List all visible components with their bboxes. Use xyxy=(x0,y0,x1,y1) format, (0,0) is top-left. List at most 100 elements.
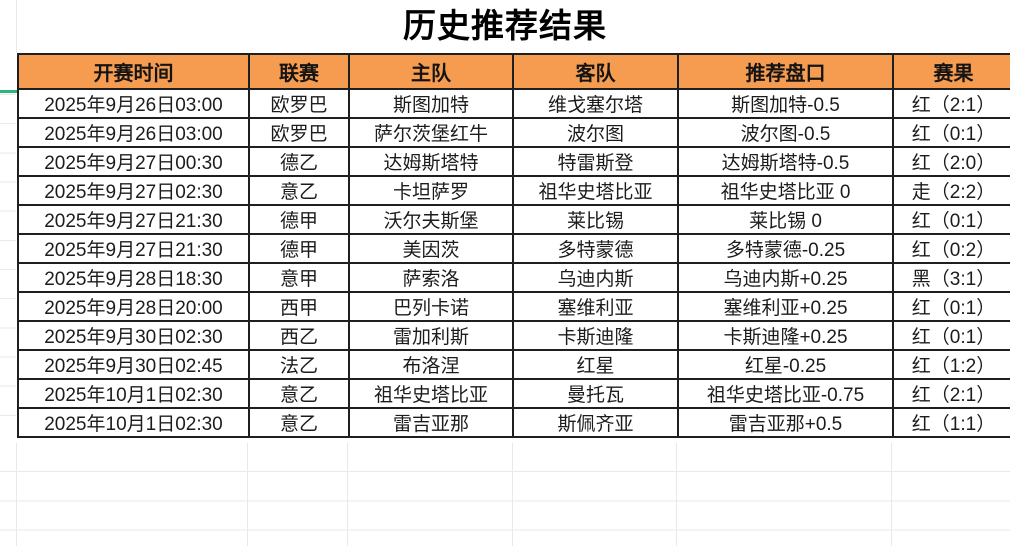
cell-kickoff-time[interactable]: 2025年9月26日03:00 xyxy=(17,117,250,148)
cell-handicap[interactable]: 祖华史塔比亚 0 xyxy=(677,175,894,206)
cell-away-team[interactable]: 卡斯迪隆 xyxy=(512,320,679,351)
cell-league[interactable]: 意乙 xyxy=(248,175,350,206)
cell-away-team[interactable]: 波尔图 xyxy=(512,117,679,148)
cell-home-team[interactable]: 萨尔茨堡红牛 xyxy=(348,117,514,148)
cell-away-team[interactable]: 乌迪内斯 xyxy=(512,262,679,293)
cell-home-team[interactable]: 巴列卡诺 xyxy=(348,291,514,322)
cell-kickoff-time[interactable]: 2025年9月27日00:30 xyxy=(17,146,250,177)
col-header-kickoff-time[interactable]: 开赛时间 xyxy=(17,53,250,90)
cell-kickoff-time[interactable]: 2025年9月28日20:00 xyxy=(17,291,250,322)
cell-kickoff-time[interactable]: 2025年10月1日02:30 xyxy=(17,407,250,438)
cell-result[interactable]: 红（0:1） xyxy=(892,117,1010,148)
cell-handicap[interactable]: 塞维利亚+0.25 xyxy=(677,291,894,322)
cell-league[interactable]: 德甲 xyxy=(248,233,350,264)
cell-league[interactable]: 意乙 xyxy=(248,378,350,409)
table-row: 2025年9月26日03:00 欧罗巴 萨尔茨堡红牛 波尔图 波尔图-0.5 红… xyxy=(17,117,1010,148)
header-row: 开赛时间 联赛 主队 客队 推荐盘口 赛果 xyxy=(17,53,1010,90)
table-row: 2025年9月28日18:30 意甲 萨索洛 乌迪内斯 乌迪内斯+0.25 黑（… xyxy=(17,262,1010,293)
cell-league[interactable]: 欧罗巴 xyxy=(248,117,350,148)
cell-handicap[interactable]: 红星-0.25 xyxy=(677,349,894,380)
cell-home-team[interactable]: 卡坦萨罗 xyxy=(348,175,514,206)
cell-home-team[interactable]: 斯图加特 xyxy=(348,88,514,119)
cell-result[interactable]: 红（2:0） xyxy=(892,146,1010,177)
grid-line xyxy=(347,443,348,546)
table-row: 2025年9月30日02:45 法乙 布洛涅 红星 红星-0.25 红（1:2） xyxy=(17,349,1010,380)
cell-away-team[interactable]: 维戈塞尔塔 xyxy=(512,88,679,119)
table-row: 2025年10月1日02:30 意乙 祖华史塔比亚 曼托瓦 祖华史塔比亚-0.7… xyxy=(17,378,1010,409)
cell-away-team[interactable]: 多特蒙德 xyxy=(512,233,679,264)
cell-home-team[interactable]: 萨索洛 xyxy=(348,262,514,293)
col-header-away-team[interactable]: 客队 xyxy=(512,53,679,90)
cell-handicap[interactable]: 波尔图-0.5 xyxy=(677,117,894,148)
cell-home-team[interactable]: 美因茨 xyxy=(348,233,514,264)
cell-away-team[interactable]: 特雷斯登 xyxy=(512,146,679,177)
cell-league[interactable]: 德甲 xyxy=(248,204,350,235)
selection-indicator xyxy=(0,90,17,93)
grid-lines-left xyxy=(0,94,16,444)
cell-away-team[interactable]: 斯佩齐亚 xyxy=(512,407,679,438)
cell-result[interactable]: 红（0:2） xyxy=(892,233,1010,264)
cell-kickoff-time[interactable]: 2025年9月30日02:30 xyxy=(17,320,250,351)
grid-line xyxy=(247,443,248,546)
grid-line xyxy=(16,0,17,53)
cell-handicap[interactable]: 雷吉亚那+0.5 xyxy=(677,407,894,438)
cell-result[interactable]: 红（2:1） xyxy=(892,88,1010,119)
cell-handicap[interactable]: 莱比锡 0 xyxy=(677,204,894,235)
table-row: 2025年9月27日00:30 德乙 达姆斯塔特 特雷斯登 达姆斯塔特-0.5 … xyxy=(17,146,1010,177)
cell-result[interactable]: 红（1:2） xyxy=(892,349,1010,380)
table-row: 2025年9月27日02:30 意乙 卡坦萨罗 祖华史塔比亚 祖华史塔比亚 0 … xyxy=(17,175,1010,206)
col-header-home-team[interactable]: 主队 xyxy=(348,53,514,90)
cell-handicap[interactable]: 祖华史塔比亚-0.75 xyxy=(677,378,894,409)
cell-away-team[interactable]: 红星 xyxy=(512,349,679,380)
cell-result[interactable]: 红（0:1） xyxy=(892,204,1010,235)
cell-result[interactable]: 红（2:1） xyxy=(892,378,1010,409)
cell-kickoff-time[interactable]: 2025年9月27日21:30 xyxy=(17,233,250,264)
cell-home-team[interactable]: 沃尔夫斯堡 xyxy=(348,204,514,235)
cell-league[interactable]: 法乙 xyxy=(248,349,350,380)
cell-kickoff-time[interactable]: 2025年9月28日18:30 xyxy=(17,262,250,293)
cell-kickoff-time[interactable]: 2025年9月30日02:45 xyxy=(17,349,250,380)
cell-result[interactable]: 红（0:1） xyxy=(892,291,1010,322)
cell-handicap[interactable]: 达姆斯塔特-0.5 xyxy=(677,146,894,177)
sheet-title: 历史推荐结果 xyxy=(403,7,607,44)
cell-home-team[interactable]: 达姆斯塔特 xyxy=(348,146,514,177)
col-header-league[interactable]: 联赛 xyxy=(248,53,350,90)
cell-kickoff-time[interactable]: 2025年9月27日21:30 xyxy=(17,204,250,235)
grid-line xyxy=(676,443,677,546)
cell-league[interactable]: 西乙 xyxy=(248,320,350,351)
grid-line xyxy=(16,443,17,546)
col-header-result[interactable]: 赛果 xyxy=(892,53,1010,90)
cell-league[interactable]: 西甲 xyxy=(248,291,350,322)
cell-league[interactable]: 意乙 xyxy=(248,407,350,438)
cell-handicap[interactable]: 斯图加特-0.5 xyxy=(677,88,894,119)
cell-away-team[interactable]: 莱比锡 xyxy=(512,204,679,235)
grid-line xyxy=(891,443,892,546)
cell-home-team[interactable]: 布洛涅 xyxy=(348,349,514,380)
cell-handicap[interactable]: 卡斯迪隆+0.25 xyxy=(677,320,894,351)
cell-home-team[interactable]: 雷加利斯 xyxy=(348,320,514,351)
col-header-handicap[interactable]: 推荐盘口 xyxy=(677,53,894,90)
grid-line xyxy=(512,443,513,546)
cell-result[interactable]: 红（0:1） xyxy=(892,320,1010,351)
cell-away-team[interactable]: 祖华史塔比亚 xyxy=(512,175,679,206)
cell-league[interactable]: 意甲 xyxy=(248,262,350,293)
cell-handicap[interactable]: 多特蒙德-0.25 xyxy=(677,233,894,264)
cell-result[interactable]: 红（1:1） xyxy=(892,407,1010,438)
table-row: 2025年10月1日02:30 意乙 雷吉亚那 斯佩齐亚 雷吉亚那+0.5 红（… xyxy=(17,407,1010,438)
cell-result[interactable]: 黑（3:1） xyxy=(892,262,1010,293)
cell-home-team[interactable]: 祖华史塔比亚 xyxy=(348,378,514,409)
table-row: 2025年9月27日21:30 德甲 美因茨 多特蒙德 多特蒙德-0.25 红（… xyxy=(17,233,1010,264)
cell-away-team[interactable]: 塞维利亚 xyxy=(512,291,679,322)
cell-handicap[interactable]: 乌迪内斯+0.25 xyxy=(677,262,894,293)
results-table: 开赛时间 联赛 主队 客队 推荐盘口 赛果 2025年9月26日03:00 欧罗… xyxy=(17,53,1010,438)
cell-kickoff-time[interactable]: 2025年9月27日02:30 xyxy=(17,175,250,206)
cell-league[interactable]: 欧罗巴 xyxy=(248,88,350,119)
cell-league[interactable]: 德乙 xyxy=(248,146,350,177)
cell-kickoff-time[interactable]: 2025年10月1日02:30 xyxy=(17,378,250,409)
cell-kickoff-time[interactable]: 2025年9月26日03:00 xyxy=(17,88,250,119)
grid-lines-bottom xyxy=(0,443,1010,546)
cell-result[interactable]: 走（2:2） xyxy=(892,175,1010,206)
cell-away-team[interactable]: 曼托瓦 xyxy=(512,378,679,409)
cell-home-team[interactable]: 雷吉亚那 xyxy=(348,407,514,438)
